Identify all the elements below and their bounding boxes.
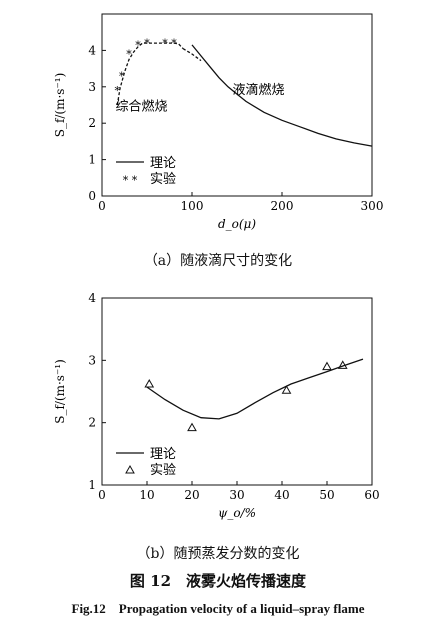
y-tick-label: 1 (88, 478, 96, 492)
legend-star-symbol: * * (123, 174, 138, 187)
caption-b: （b）随预蒸发分数的变化 (136, 546, 300, 562)
y-tick-label: 4 (88, 291, 96, 305)
x-tick-label: 50 (319, 488, 334, 502)
x-tick-label: 60 (364, 488, 379, 502)
y-tick-label: 4 (88, 43, 96, 57)
y-tick-label: 1 (88, 153, 96, 167)
y-tick-label: 0 (88, 189, 96, 203)
figure-title-en: Fig.12 Propagation velocity of a liquid–… (71, 601, 365, 616)
figure-title-cn: 图 12 液雾火焰传播速度 (0, 570, 436, 591)
data-point-triangle (144, 379, 155, 388)
x-tick-label: 20 (184, 488, 199, 502)
y-tick-label: 2 (88, 116, 96, 130)
data-point-star: * (144, 37, 150, 50)
x-tick-label: 30 (229, 488, 244, 502)
y-axis-label: S_f/(m·s⁻¹) (53, 359, 67, 424)
x-tick-label: 0 (98, 488, 106, 502)
annotation-label: 液滴燃烧 (233, 82, 285, 98)
data-point-star: * (115, 84, 121, 97)
data-point-star: * (171, 37, 177, 50)
data-point-star: * (135, 39, 141, 52)
legend-label-experiment: 实验 (150, 462, 176, 478)
series-line-0 (146, 358, 364, 420)
data-point-star: * (119, 70, 125, 83)
x-tick-label: 100 (181, 199, 204, 213)
x-axis-label: d_o(μ) (218, 217, 256, 231)
y-tick-label: 3 (88, 353, 96, 367)
data-point-star: * (126, 48, 132, 61)
annotation-label: 综合燃烧 (116, 98, 168, 114)
legend-label-experiment: 实验 (150, 171, 176, 187)
plot-frame (101, 297, 373, 486)
y-tick-label: 3 (88, 80, 96, 94)
data-point-triangle (187, 422, 197, 432)
x-tick-label: 300 (361, 199, 384, 213)
x-tick-label: 10 (139, 488, 154, 502)
legend-label-theory: 理论 (150, 156, 176, 171)
series-line-1 (182, 48, 202, 62)
legend-triangle-symbol (125, 464, 135, 474)
caption-a: （a）随液滴尺寸的变化 (143, 253, 293, 269)
data-point-triangle (322, 361, 332, 371)
figure-title-text: 液雾火焰传播速度 (186, 572, 307, 590)
x-tick-label: 0 (98, 199, 106, 213)
series-line-2 (191, 44, 373, 147)
data-point-star: * (162, 37, 168, 50)
data-point-triangle (281, 385, 292, 394)
plot-frame (101, 13, 373, 197)
data-point-triangle (337, 360, 348, 369)
figure-number: 图 12 (129, 572, 172, 590)
x-axis-label: ψ_o/% (218, 506, 256, 520)
x-tick-label: 40 (274, 488, 289, 502)
legend-label-theory: 理论 (150, 447, 176, 462)
y-axis-label: S_f/(m·s⁻¹) (53, 73, 67, 138)
y-tick-label: 2 (88, 416, 96, 430)
series-line-0 (116, 42, 184, 106)
x-tick-label: 200 (271, 199, 294, 213)
